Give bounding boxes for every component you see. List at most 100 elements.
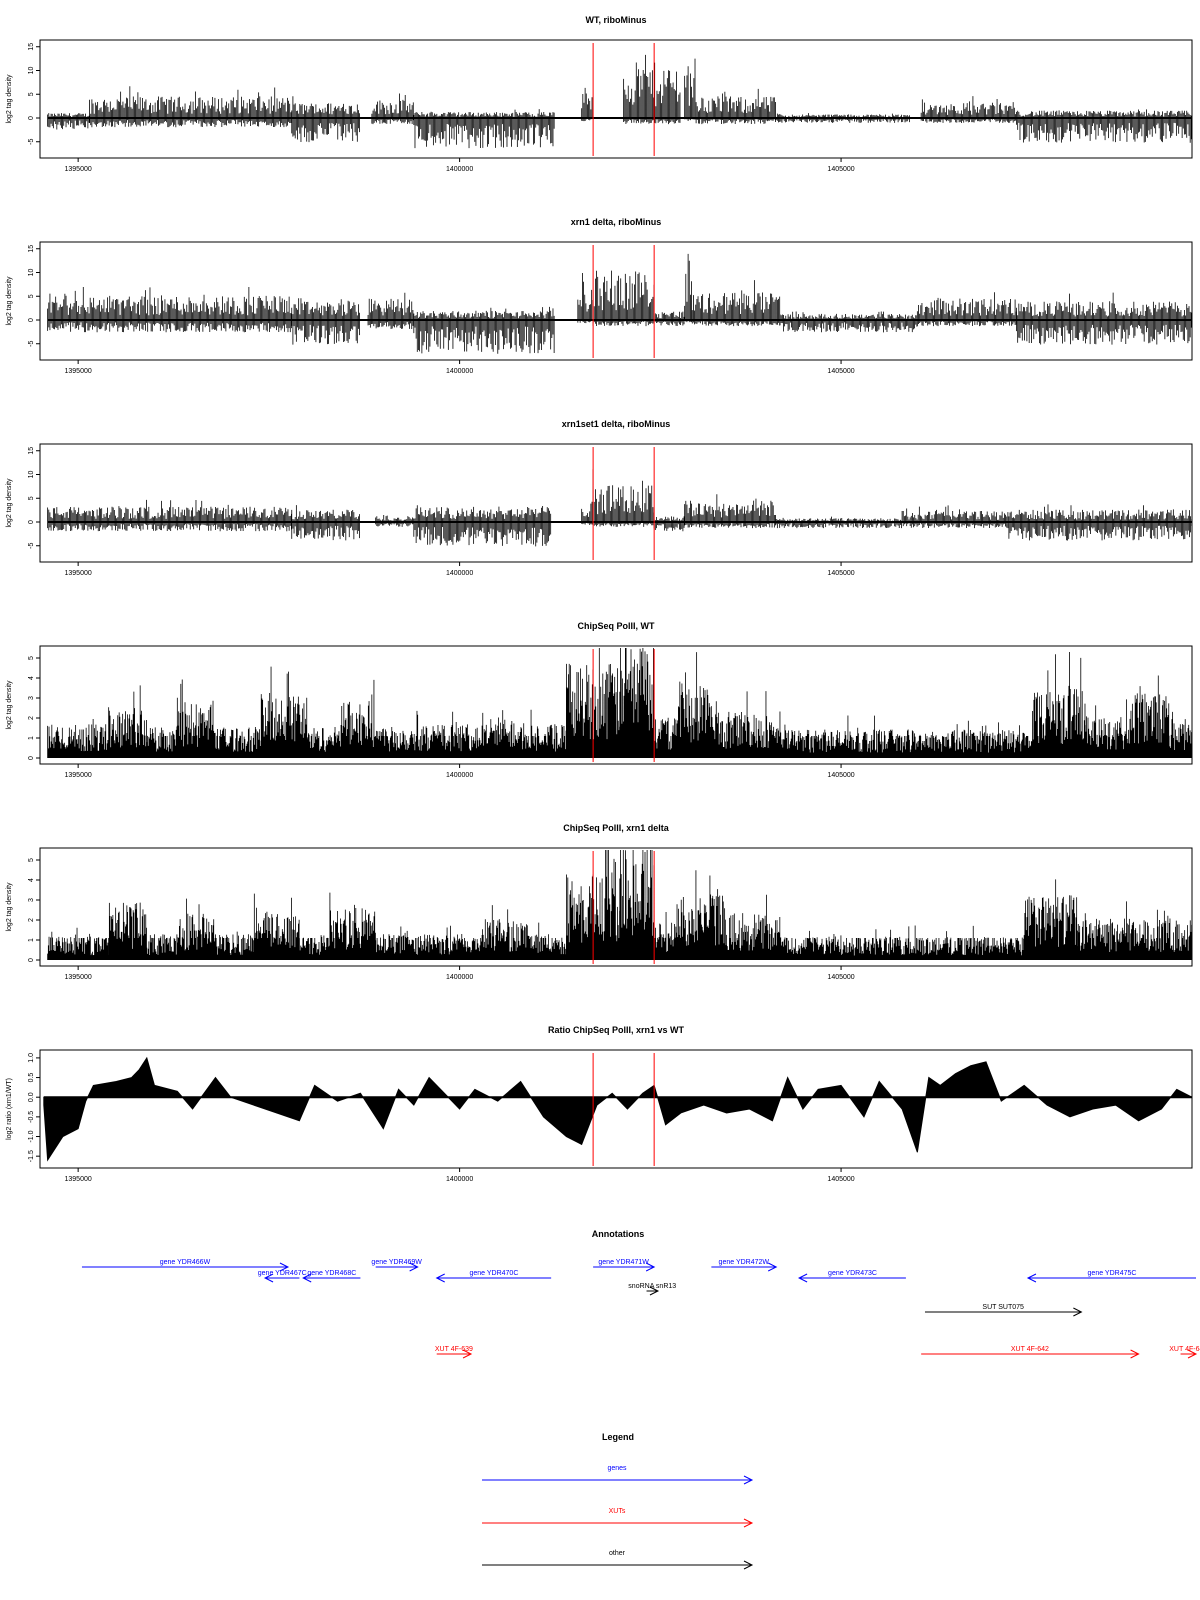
legend-arrow: [482, 1518, 754, 1528]
feature-arrow: [375, 1262, 419, 1272]
feature-label: gene YDR466W: [160, 1259, 211, 1266]
y-axis-label: log2 tag density: [6, 276, 13, 326]
panel-title: xrn1set1 delta, riboMinus: [562, 419, 671, 429]
track-panel: ChipSeq PolII, WT log2 tag density 0 1 2 3 4 5 1…: [6, 621, 1193, 779]
x-tick-label: 1400000: [446, 1176, 473, 1183]
track-panel: xrn1 delta, riboMinus log2 tag density -5 0…: [6, 217, 1193, 375]
annotations-title: Annotations: [592, 1229, 645, 1239]
y-tick-label: 4: [28, 676, 35, 680]
y-tick-label: 2: [28, 716, 35, 720]
track-panel: xrn1set1 delta, riboMinus log2 tag densit…: [6, 419, 1193, 577]
panel-title: ChipSeq PolII, xrn1 delta: [563, 823, 670, 833]
feature-label: SUT SUT075: [982, 1304, 1024, 1311]
feature-arrow: [797, 1273, 906, 1283]
legend-title: Legend: [602, 1432, 634, 1442]
feature-label: gene YDR467C: [258, 1270, 307, 1277]
annotation-track: gene YDR466W gene YDR467C gene YDR468C gene…: [81, 1259, 1200, 1359]
y-tick-label: 5: [28, 294, 35, 298]
y-tick-label: 5: [28, 496, 35, 500]
y-tick-label: 4: [28, 878, 35, 882]
legend-label: genes: [607, 1465, 627, 1472]
feature-arrow: [1026, 1273, 1196, 1283]
legend-label: other: [609, 1550, 626, 1557]
y-axis-label: log2 tag density: [6, 74, 13, 124]
feature-label: gene YDR470C: [469, 1270, 518, 1277]
panel-title: ChipSeq PolII, WT: [578, 621, 655, 631]
feature-label: gene YDR475C: [1088, 1270, 1137, 1277]
signal-bars: [47, 54, 1192, 149]
feature-arrow: [1180, 1349, 1198, 1359]
y-axis-label: log2 ratio (xrn1/WT): [6, 1078, 13, 1140]
y-tick-label: 0.5: [28, 1073, 35, 1083]
y-axis-label: log2 tag density: [6, 680, 13, 730]
y-tick-label: 3: [28, 898, 35, 902]
y-tick-label: 15: [28, 43, 35, 51]
x-tick-label: 1395000: [65, 772, 92, 779]
x-tick-label: 1405000: [827, 974, 854, 981]
signal-bar: [47, 648, 1192, 758]
x-tick-label: 1405000: [827, 368, 854, 375]
signal-bars: [47, 253, 1192, 354]
y-axis-label: log2 tag density: [6, 882, 13, 932]
y-tick-label: -5: [28, 139, 35, 145]
x-tick-label: 1400000: [446, 368, 473, 375]
y-tick-label: -5: [28, 341, 35, 347]
signal-bars: [47, 850, 1193, 960]
y-tick-label: 10: [28, 471, 35, 479]
y-tick-label: 0: [28, 116, 35, 120]
legend: genes XUTs other: [482, 1465, 754, 1570]
ratio-area: [43, 1056, 1193, 1162]
y-tick-label: 1: [28, 938, 35, 942]
feature-arrow: [81, 1262, 290, 1272]
legend-arrow: [482, 1475, 754, 1485]
x-tick-label: 1395000: [65, 368, 92, 375]
y-tick-label: 0: [28, 958, 35, 962]
signal-bars: [47, 469, 1193, 547]
x-tick-label: 1400000: [446, 570, 473, 577]
plot-frame: [39, 443, 1193, 563]
feature-arrow: [435, 1273, 552, 1283]
y-tick-label: 15: [28, 447, 35, 455]
x-tick-label: 1395000: [65, 974, 92, 981]
y-tick-label: -0.5: [28, 1111, 35, 1123]
feature-label: gene YDR473C: [828, 1270, 877, 1277]
plot-frame: [39, 847, 1193, 967]
signal-bar: [47, 850, 1193, 960]
signal-bars: [47, 648, 1192, 758]
feature-label: gene YDR468C: [307, 1270, 356, 1277]
y-tick-label: -1.5: [28, 1150, 35, 1162]
y-tick-label: 1: [28, 736, 35, 740]
y-tick-label: 3: [28, 696, 35, 700]
feature-arrow: [436, 1349, 473, 1359]
x-tick-label: 1405000: [827, 570, 854, 577]
signal-bar: [47, 253, 1192, 354]
y-tick-label: -5: [28, 543, 35, 549]
x-tick-label: 1400000: [446, 974, 473, 981]
x-tick-label: 1405000: [827, 772, 854, 779]
x-tick-label: 1400000: [446, 772, 473, 779]
y-tick-label: 0.0: [28, 1092, 35, 1102]
feature-arrow: [302, 1273, 361, 1283]
track-panel: Ratio ChipSeq PolII, xrn1 vs WT log2 rati…: [6, 1025, 1193, 1183]
panel-title: xrn1 delta, riboMinus: [571, 217, 662, 227]
y-tick-label: 5: [28, 858, 35, 862]
feature-label: gene YDR471W: [598, 1259, 649, 1266]
feature-arrow: [593, 1262, 656, 1272]
legend-arrow: [482, 1560, 754, 1570]
feature-arrow: [646, 1286, 660, 1296]
track-panel: WT, riboMinus log2 tag density -5 0 5 10 15 139…: [6, 15, 1193, 173]
signal-bar: [47, 469, 1193, 547]
y-tick-label: 5: [28, 92, 35, 96]
feature-label: XUT 4F-643: [1169, 1346, 1200, 1353]
feature-label: gene YDR469W: [371, 1259, 422, 1266]
x-tick-label: 1395000: [65, 570, 92, 577]
y-tick-label: 15: [28, 245, 35, 253]
x-tick-label: 1405000: [827, 1176, 854, 1183]
y-tick-label: 0: [28, 520, 35, 524]
feature-arrow: [711, 1262, 778, 1272]
y-tick-label: 2: [28, 918, 35, 922]
x-tick-label: 1400000: [446, 166, 473, 173]
y-tick-label: 0: [28, 318, 35, 322]
